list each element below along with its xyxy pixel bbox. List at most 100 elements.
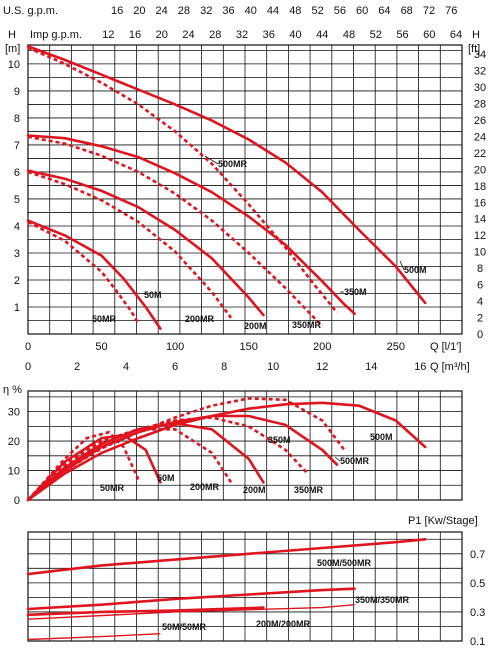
imp-gpm-axis-label: Imp g.p.m. [30,29,82,41]
head-x-tick-m3h: 6 [172,361,178,373]
head-ft-tick-label: 6 [477,280,483,292]
us-gpm-axis-label: U.S. g.p.m. [3,5,58,17]
head-right-unit: [ft] [468,43,480,55]
head-x-ticks-lmin: 0 50 100 150 200 250 [25,341,405,353]
head-y-tick-label: 8 [14,113,20,125]
us-gpm-tick-label: 40 [245,5,257,17]
head-curve-label-group: 500M [399,260,427,275]
head-curve-500mr [27,46,338,314]
head-ft-tick-label: 4 [477,296,483,308]
us-gpm-tick-label: 76 [445,5,457,17]
head-x-tick-m3h: 4 [123,361,129,373]
efficiency-y-label: η % [3,384,22,396]
head-curve-350m [26,134,356,316]
imp-gpm-tick-label: 40 [289,29,301,41]
power-curve-200m-200mr [26,606,265,617]
head-y-tick-label: 4 [14,221,20,233]
efficiency-y-tick-label: 10 [8,466,20,478]
efficiency-curve-label: 350MR [294,485,324,495]
power-curve-label: 500M/500MR [317,558,372,568]
efficiency-curve-200m [26,422,265,502]
head-ft-tick-label: 24 [474,131,486,143]
imp-gpm-ticks: 12 16 20 24 28 32 36 40 44 48 52 56 60 64 [102,29,462,41]
head-ft-tick-label: 8 [477,263,483,275]
efficiency-curve-label-group: 50MR [100,483,125,493]
efficiency-curve-50mr [27,430,140,501]
efficiency-curve-350m [26,414,339,502]
power-curves [26,537,427,641]
power-y-tick-label: 0.1 [470,636,485,648]
us-gpm-tick-label: 68 [401,5,413,17]
head-x-tick-m3h: 10 [267,361,279,373]
us-gpm-tick-label: 20 [133,5,145,17]
head-ft-tick-label: 16 [474,197,486,209]
us-gpm-ticks: 16 20 24 28 32 36 40 44 48 52 56 60 64 68 72 76 [111,5,457,17]
head-ft-tick-label: 32 [474,66,486,78]
efficiency-curve-label: 350M [268,435,291,445]
head-y-tick-label: 9 [14,86,20,98]
efficiency-curve-label-group: 50M [157,473,175,483]
efficiency-curve-500mr [27,397,346,502]
head-curve-label-group: 50MR [92,314,117,324]
head-y-tick-label: 1 [14,302,20,314]
head-ft-tick-label: 30 [474,82,486,94]
head-curve-200mr [27,170,233,319]
us-gpm-tick-label: 56 [334,5,346,17]
head-y-tick-label: 3 [14,248,20,260]
head-ft-tick-label: 2 [477,313,483,325]
head-curve-labels: 500MR 500M 350M 50M 50MR 200MR 200M 350MR [92,155,427,331]
imp-gpm-tick-label: 48 [343,29,355,41]
power-curve-50m-50mr [27,633,161,641]
imp-gpm-tick-label: 52 [370,29,382,41]
head-grid [27,44,463,335]
head-x-tick-lmin: 0 [25,341,31,353]
head-y-tick-label: 2 [14,275,20,287]
power-y-label: P1 [Kw/Stage] [408,515,478,527]
imp-gpm-tick-label: 32 [236,29,248,41]
head-curve-label-group: 350MR [292,320,322,330]
us-gpm-tick-label: 24 [156,5,168,17]
head-x-tick-m3h: 12 [316,361,328,373]
power-y-tick-label: 0.3 [470,607,485,619]
imp-gpm-tick-label: 64 [450,29,462,41]
efficiency-curves [26,397,427,502]
head-curve-label: 500MR [218,159,248,169]
us-gpm-tick-label: 52 [311,5,323,17]
imp-gpm-tick-label: 44 [316,29,328,41]
us-gpm-tick-label: 44 [267,5,279,17]
efficiency-curve-leader-line [334,456,341,462]
head-curve-label: 500M [404,265,427,275]
head-curve-label-group: 50M [144,290,162,300]
head-ft-tick-label: 26 [474,115,486,127]
us-gpm-tick-label: 64 [378,5,390,17]
us-gpm-tick-label: 28 [178,5,190,17]
imp-gpm-tick-label: 24 [182,29,194,41]
power-curve-label: 350M/350MR [355,595,410,605]
head-curve-label: 200MR [185,314,215,324]
efficiency-curve-labels: 500M 350M 500MR 50M 50MR 200MR 200M 350MR [100,432,393,495]
head-curve-350mr [27,135,324,327]
head-ft-tick-label: 28 [474,98,486,110]
head-curve-50mr [27,220,140,324]
head-y-tick-label: 5 [14,194,20,206]
head-x-tick-m3h: 8 [221,361,227,373]
head-curve-label: 200M [244,321,267,331]
head-curve-label: 350MR [292,320,322,330]
power-curve-label-group: 200M/200MR [256,619,311,629]
head-curve-label-group: 200MR [185,314,215,324]
head-x-tick-m3h: 14 [365,361,377,373]
imp-gpm-tick-label: 60 [423,29,435,41]
power-curve-500m-500mr [26,537,427,576]
power-y-ticks: 0.1 0.3 0.5 0.7 [470,549,485,648]
head-x-tick-lmin: 150 [239,341,257,353]
power-curve-label-group: 500M/500MR [317,558,372,568]
efficiency-curve-label-group: 200MR [190,482,220,492]
head-right-letter: H [472,29,480,41]
head-x-tick-lmin: 100 [166,341,184,353]
head-curve-label-group: 350M [340,287,367,297]
power-curve-labels: 500M/500MR 350M/350MR 200M/200MR 50M/50MR [162,558,410,632]
us-gpm-tick-label: 32 [200,5,212,17]
us-gpm-tick-label: 60 [356,5,368,17]
efficiency-curve-label: 50MR [100,483,125,493]
